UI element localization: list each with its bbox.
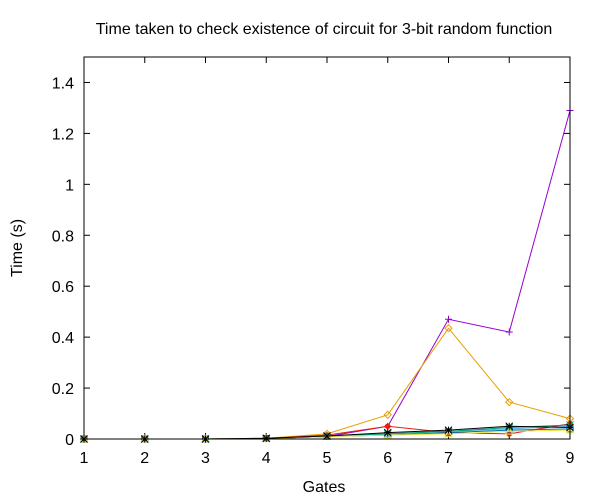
data-point <box>505 422 514 431</box>
data-point <box>445 315 452 323</box>
y-tick-label: 0.2 <box>52 381 74 398</box>
data-point <box>323 432 331 440</box>
y-tick-label: 1.4 <box>52 75 74 92</box>
y-tick-label: 1.2 <box>52 126 74 143</box>
x-tick-label: 5 <box>323 450 332 467</box>
x-tick-label: 2 <box>140 450 149 467</box>
data-point <box>505 397 514 407</box>
y-tick-label: 0.8 <box>52 228 74 245</box>
x-tick-label: 9 <box>566 450 575 467</box>
series-1 <box>80 106 574 443</box>
series-line <box>84 327 571 440</box>
y-tick-label: 0.4 <box>52 330 74 347</box>
data-point <box>383 428 392 437</box>
x-tick-label: 6 <box>383 450 392 467</box>
data-point <box>444 324 453 333</box>
y-tick-label: 1 <box>65 177 74 194</box>
data-point <box>444 426 453 434</box>
y-tick-label: 0.6 <box>52 279 74 296</box>
data-point <box>384 423 391 430</box>
x-axis-label: Gates <box>303 479 346 496</box>
data-point <box>383 410 392 420</box>
y-tick-label: 0 <box>65 432 74 449</box>
data-point <box>444 429 453 438</box>
series-line <box>84 110 571 440</box>
data-point <box>505 328 513 336</box>
x-tick-label: 8 <box>505 450 514 467</box>
x-tick-label: 7 <box>444 450 453 467</box>
y-axis-label: Time (s) <box>9 219 26 277</box>
chart-title: Time taken to check existence of circuit… <box>96 21 553 38</box>
x-tick-label: 1 <box>80 450 89 467</box>
series-2 <box>79 324 575 444</box>
data-point <box>262 434 271 443</box>
axis-ticks: 1 2 3 4 5 6 7 8 9 0 0.2 0.4 0.6 0.8 1 1.2 1.4 <box>52 57 575 467</box>
x-tick-label: 3 <box>201 450 210 467</box>
plot-frame <box>83 56 571 440</box>
data-point <box>504 426 514 435</box>
series-layer <box>79 106 575 444</box>
x-tick-label: 4 <box>262 450 271 467</box>
